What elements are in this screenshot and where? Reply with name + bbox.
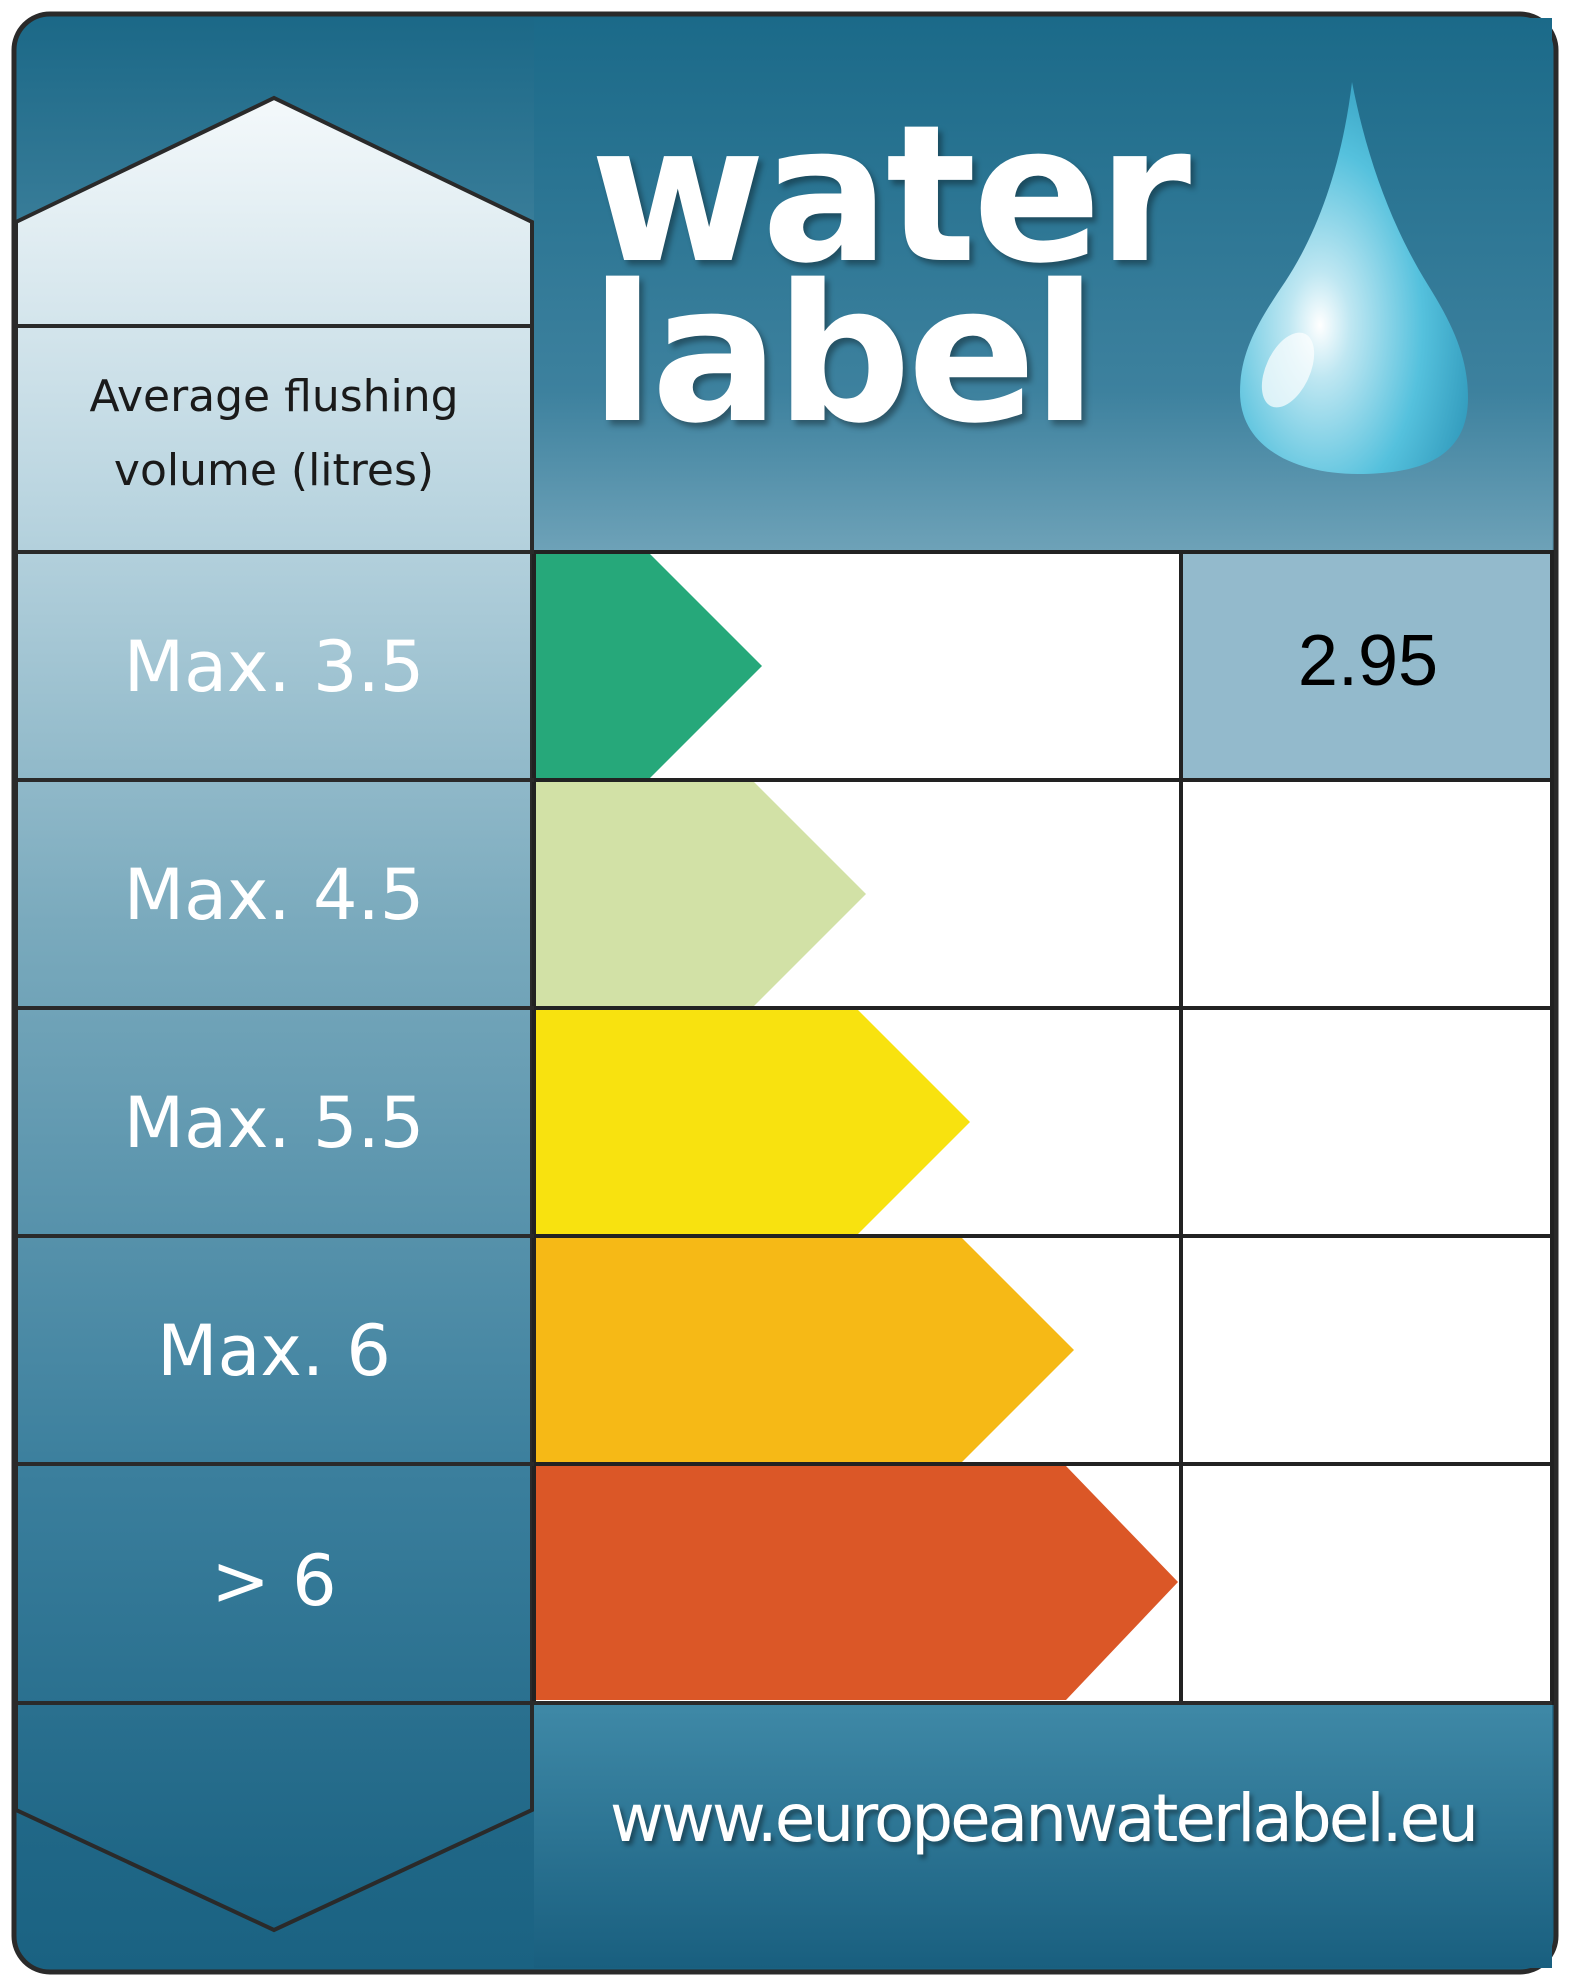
- value-cell: [1179, 1006, 1554, 1238]
- rating-arrow-green: [536, 554, 762, 778]
- rating-row: [16, 778, 1554, 1010]
- website-url: www.europeanwaterlabel.eu: [609, 1780, 1479, 1857]
- scale-column: [14, 95, 534, 1933]
- value-cell: [1179, 778, 1554, 1010]
- value-cell: [1179, 550, 1554, 782]
- rating-row: [16, 550, 1554, 782]
- brand-title-line1: water: [590, 84, 1191, 305]
- rating-arrow-yellow: [536, 1010, 970, 1234]
- row-label: Max. 5.5: [123, 1082, 425, 1164]
- value-cell: [1179, 1234, 1554, 1466]
- row-label: > 6: [211, 1540, 337, 1622]
- footer-band: [534, 1703, 1552, 1968]
- rating-arrow-lightgreen: [536, 782, 866, 1006]
- water-drop-highlight: [1261, 332, 1315, 408]
- column-caption: Average flushing volume (litres): [89, 371, 459, 496]
- rating-arrow-red: [536, 1466, 1178, 1700]
- rating-row: [16, 1006, 1554, 1238]
- rating-row: [16, 1234, 1554, 1466]
- rating-arrow-orange: [536, 1238, 1074, 1462]
- rating-rows: [16, 550, 1554, 1705]
- rating-row: [16, 1462, 1554, 1705]
- row-label: Max. 3.5: [123, 626, 425, 708]
- brand-title-line2: label: [590, 244, 1097, 465]
- flushing-volume-value: 2.95: [1297, 621, 1439, 701]
- row-label: Max. 4.5: [123, 854, 425, 936]
- row-label: Max. 6: [157, 1310, 391, 1392]
- value-cell: [1179, 1462, 1554, 1705]
